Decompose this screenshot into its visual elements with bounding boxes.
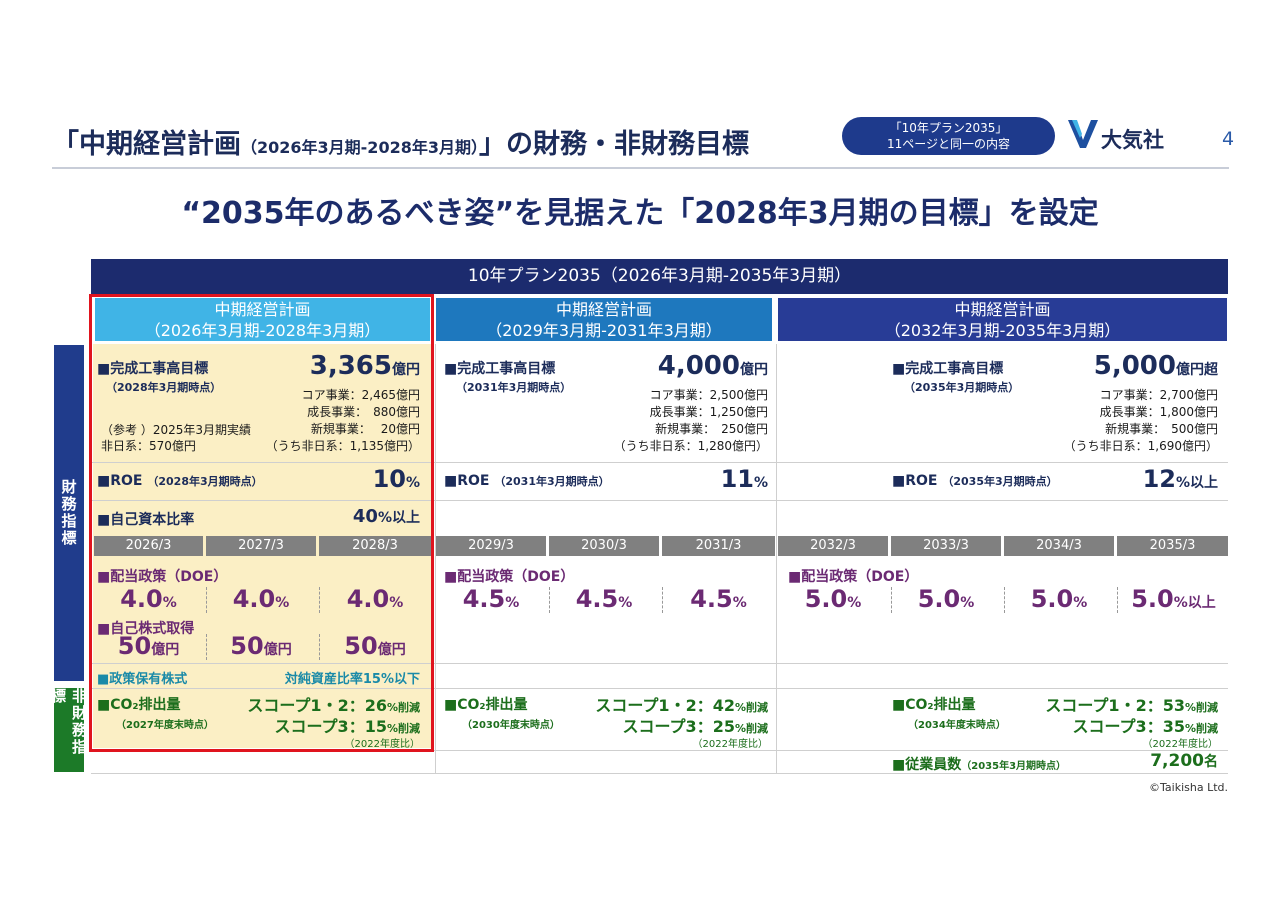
cell-separator bbox=[549, 587, 550, 613]
p1-roe-value: 10% bbox=[372, 465, 420, 493]
p2-base-note: （2022年度比） bbox=[692, 739, 768, 750]
cell-separator bbox=[662, 587, 663, 613]
p3-co2-label: ■CO₂排出量 bbox=[892, 697, 976, 713]
p1-buyback-value: 50億円 bbox=[344, 632, 406, 660]
row-divider bbox=[91, 462, 1228, 463]
row-divider bbox=[91, 688, 1228, 689]
p2-orders-value: 4,000億円 bbox=[657, 351, 768, 381]
p2-scope3: スコープ3：25%削減 bbox=[622, 717, 768, 736]
headline: “2035年のあるべき姿”を見据えた「2028年3月期の目標」を設定 bbox=[181, 196, 1099, 231]
p2-roe-value: 11% bbox=[720, 465, 768, 493]
cell-separator bbox=[891, 587, 892, 613]
p1-equity-label: ■自己資本比率 bbox=[97, 512, 195, 528]
period-header-3: 中期経営計画 （2032年3月期-2035年3月期） bbox=[778, 298, 1227, 341]
p2-co2-label: ■CO₂排出量 bbox=[444, 697, 528, 713]
p3-doe-value: 5.0% bbox=[1030, 585, 1088, 613]
year-cell: 2033/3 bbox=[891, 536, 1001, 556]
reference-badge: 「10年プラン2035」 11ページと同一の内容 bbox=[842, 117, 1055, 155]
p3-doe-value: 5.0% bbox=[804, 585, 862, 613]
cell-separator bbox=[319, 634, 320, 660]
p1-doe-value: 4.0% bbox=[232, 585, 290, 613]
p1-co2-label: ■CO₂排出量 bbox=[97, 697, 181, 713]
p2-orders-note: （2031年3月期時点） bbox=[456, 381, 572, 394]
year-cell: 2027/3 bbox=[206, 536, 316, 556]
p1-base-note: （2022年度比） bbox=[344, 739, 420, 750]
p2-co2-note: （2030年度末時点） bbox=[462, 720, 560, 731]
year-cell: 2032/3 bbox=[778, 536, 888, 556]
p3-base-note: （2022年度比） bbox=[1142, 739, 1218, 750]
p2-doe-value: 4.5% bbox=[575, 585, 633, 613]
year-cell: 2031/3 bbox=[662, 536, 775, 556]
header-divider bbox=[52, 167, 1229, 169]
p1-co2-note: （2027年度末時点） bbox=[116, 720, 214, 731]
p1-doe-label: ■配当政策（DOE） bbox=[97, 569, 228, 585]
p3-roe-value: 12%以上 bbox=[1142, 465, 1218, 493]
p1-doe-value: 4.0% bbox=[346, 585, 404, 613]
taikisha-logo-icon bbox=[1066, 116, 1100, 152]
p3-doe-value: 5.0% bbox=[917, 585, 975, 613]
p1-orders-breakdown: コア事業：2,465億円 成長事業： 880億円 新規事業： 20億円 （うち非日系：… bbox=[265, 388, 420, 453]
side-label-financial: 財務指標 bbox=[54, 345, 84, 681]
p3-orders-label: ■完成工事高目標 bbox=[892, 361, 1004, 377]
period-header-1: 中期経営計画 （2026年3月期-2028年3月期） bbox=[95, 298, 430, 341]
p1-equity-value: 40%以上 bbox=[352, 506, 420, 527]
cell-separator bbox=[1117, 587, 1118, 613]
p2-doe-value: 4.5% bbox=[690, 585, 747, 613]
row-divider bbox=[91, 500, 1228, 501]
p3-orders-breakdown: コア事業：2,700億円 成長事業：1,800億円 新規事業： 500億円 （うち非日… bbox=[1063, 388, 1218, 453]
p1-policy-value: 対純資産比率15%以下 bbox=[284, 672, 420, 687]
column-divider bbox=[435, 344, 436, 774]
year-cell: 2035/3 bbox=[1117, 536, 1228, 556]
cell-separator bbox=[206, 587, 207, 613]
p1-orders-note: （2028年3月期時点） bbox=[106, 381, 222, 394]
p1-roe-label: ■ROE （2028年3月期時点） bbox=[97, 473, 263, 489]
row-divider bbox=[91, 773, 1228, 774]
cell-separator bbox=[319, 587, 320, 613]
p3-doe-value: 5.0%以上 bbox=[1131, 585, 1216, 613]
period-header-2: 中期経営計画 （2029年3月期-2031年3月期） bbox=[436, 298, 772, 341]
p3-employees-value: 7,200名 bbox=[1150, 751, 1218, 771]
p3-roe-label: ■ROE （2035年3月期時点） bbox=[892, 473, 1058, 489]
p1-buyback-value: 50億円 bbox=[230, 632, 292, 660]
p3-orders-note: （2035年3月期時点） bbox=[904, 381, 1020, 394]
p2-roe-label: ■ROE （2031年3月期時点） bbox=[444, 473, 610, 489]
p2-doe-label: ■配当政策（DOE） bbox=[444, 569, 575, 585]
current-plan-highlight bbox=[89, 294, 434, 752]
p1-buyback-value: 50億円 bbox=[117, 632, 180, 660]
p3-scope3: スコープ3：35%削減 bbox=[1072, 717, 1218, 736]
year-cell: 2028/3 bbox=[319, 536, 431, 556]
p2-orders-label: ■完成工事高目標 bbox=[444, 361, 556, 377]
copyright: ©Taikisha Ltd. bbox=[1149, 781, 1228, 794]
p1-orders-value: 3,365億円 bbox=[309, 351, 420, 381]
p1-orders-label: ■完成工事高目標 bbox=[97, 361, 209, 377]
cell-separator bbox=[206, 634, 207, 660]
p1-reference: （参考 ）2025年3月期実績 非日系：570億円 bbox=[101, 423, 251, 453]
cell-separator bbox=[1004, 587, 1005, 613]
p2-doe-value: 4.5% bbox=[462, 585, 520, 613]
p2-orders-breakdown: コア事業：2,500億円 成長事業：1,250億円 新規事業： 250億円 （うち非日… bbox=[613, 388, 768, 453]
p2-scope12: スコープ1・2：42%削減 bbox=[595, 696, 768, 715]
year-cell: 2034/3 bbox=[1004, 536, 1114, 556]
p1-scope12: スコープ1・2：26%削減 bbox=[247, 696, 420, 715]
p3-orders-value: 5,000億円超 bbox=[1093, 351, 1218, 381]
side-label-nonfinancial: 非財務指標 bbox=[49, 688, 88, 772]
p1-buyback-label: ■自己株式取得 bbox=[97, 621, 195, 637]
year-cell: 2026/3 bbox=[94, 536, 203, 556]
plan-title-bar: 10年プラン2035（2026年3月期-2035年3月期） bbox=[91, 259, 1228, 294]
year-cell: 2029/3 bbox=[436, 536, 546, 556]
row-divider bbox=[91, 750, 1228, 751]
p1-scope3: スコープ3：15%削減 bbox=[274, 717, 420, 736]
year-cell: 2030/3 bbox=[549, 536, 659, 556]
p3-employees-label: ■従業員数（2035年3月期時点） bbox=[892, 757, 1067, 773]
p3-co2-note: （2034年度末時点） bbox=[908, 720, 1006, 731]
p1-policy-label: ■政策保有株式 bbox=[97, 672, 188, 687]
page-number: 4 bbox=[1222, 128, 1235, 150]
logo-text: 大気社 bbox=[1101, 128, 1164, 152]
p1-doe-value: 4.0% bbox=[120, 585, 177, 613]
p3-scope12: スコープ1・2：53%削減 bbox=[1045, 696, 1218, 715]
page-title: 「中期経営計画（2026年3月期-2028年3月期）」の財務・非財務目標 bbox=[52, 129, 749, 160]
row-divider bbox=[91, 663, 1228, 664]
p3-doe-label: ■配当政策（DOE） bbox=[788, 569, 919, 585]
column-divider bbox=[776, 344, 777, 774]
